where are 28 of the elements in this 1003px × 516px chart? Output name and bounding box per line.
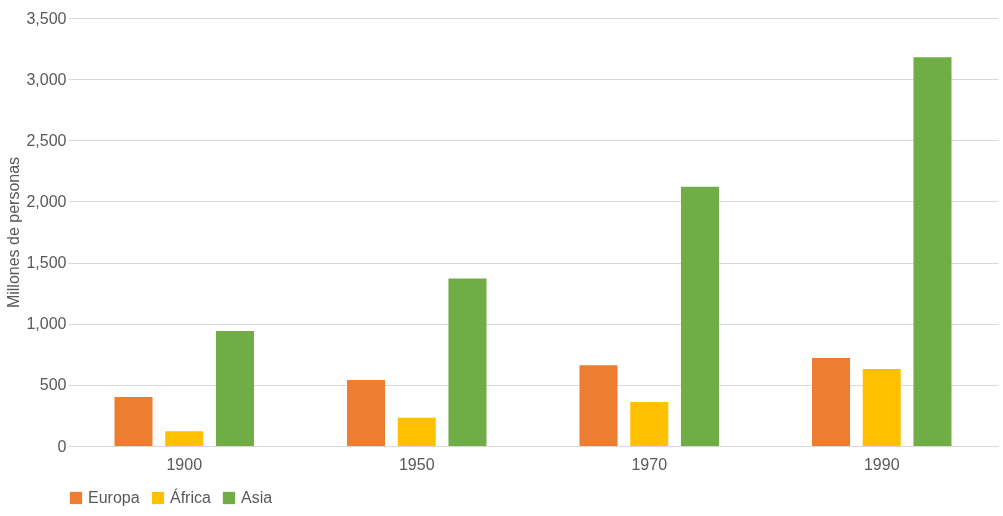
y-tick-label: 2,500: [26, 131, 67, 149]
y-tick-label: 1,500: [26, 254, 67, 272]
bar: [913, 57, 952, 446]
bar: [812, 357, 851, 446]
bar: [397, 417, 436, 446]
legend-label: Asia: [241, 489, 273, 506]
legend-label: Europa: [88, 489, 140, 506]
bar: [347, 379, 386, 446]
x-tick-label: 1990: [863, 455, 900, 473]
y-tick-label: 0: [57, 437, 67, 455]
bar: [579, 365, 618, 446]
legend-label: África: [170, 488, 211, 506]
x-tick-label: 1900: [166, 455, 203, 473]
y-axis-title: Millones de personas: [5, 156, 23, 309]
y-tick-label: 3,000: [26, 70, 67, 88]
bar: [630, 401, 669, 446]
bar: [448, 278, 487, 446]
bar: [680, 186, 719, 446]
y-tick-label: 500: [39, 376, 67, 394]
x-tick-label: 1970: [631, 455, 668, 473]
bar: [215, 331, 254, 446]
y-tick-label: 1,000: [26, 315, 67, 333]
x-tick-label: 1950: [398, 455, 435, 473]
y-tick-label: 3,500: [26, 9, 67, 27]
bar: [114, 397, 153, 446]
y-tick-label: 2,000: [26, 192, 67, 210]
bar: [862, 368, 901, 446]
bar: [165, 431, 204, 446]
